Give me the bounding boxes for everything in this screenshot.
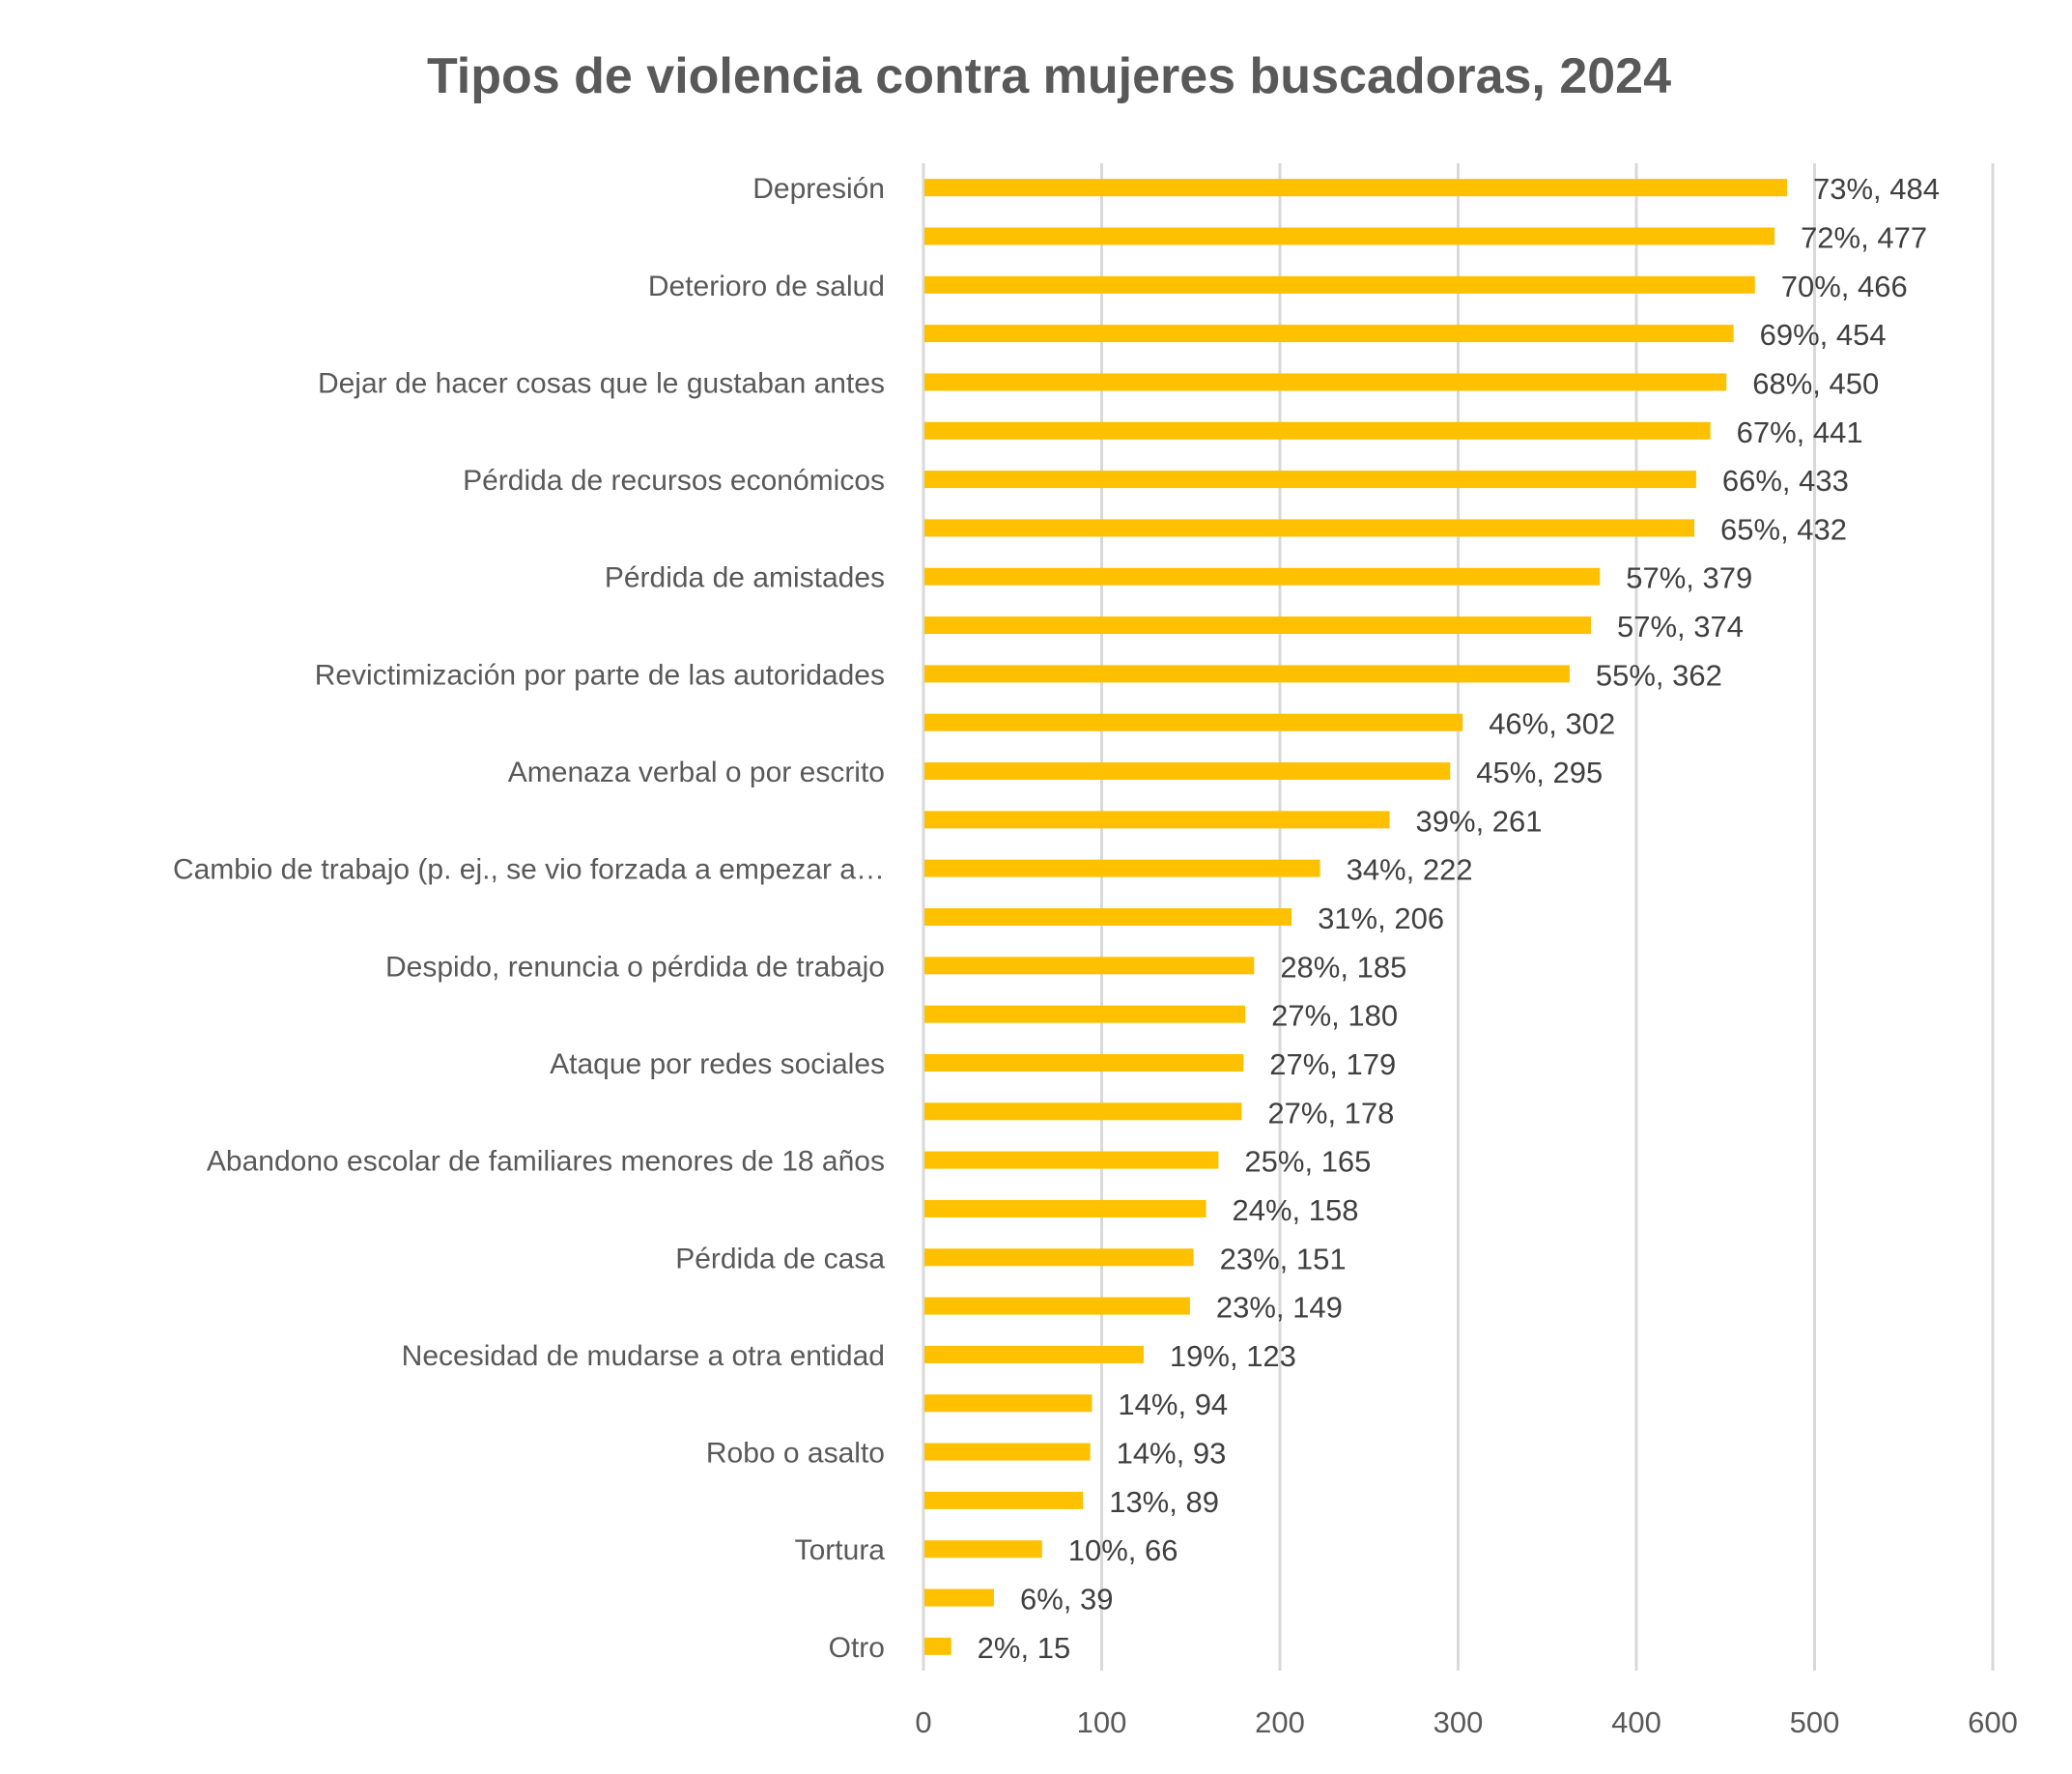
bar: [924, 908, 1292, 926]
bars: [924, 179, 1787, 1655]
x-axis-tick-labels: 0 100 200 300 400 500 600: [915, 1705, 2017, 1739]
category-label: Deterioro de salud: [648, 271, 885, 302]
data-label: 39%, 261: [1416, 804, 1543, 838]
bar: [924, 1248, 1194, 1267]
category-label: Tortura: [795, 1534, 886, 1566]
bar: [924, 1637, 951, 1655]
chart-title: Tipos de violencia contra mujeres buscad…: [427, 48, 1671, 104]
bar: [924, 1151, 1219, 1169]
bar: [924, 275, 1755, 294]
data-label: 27%, 178: [1267, 1096, 1394, 1130]
bar: [924, 616, 1592, 635]
bar: [924, 179, 1787, 197]
bar: [924, 471, 1696, 489]
category-label: Robo o asalto: [706, 1438, 885, 1470]
x-tick-label: 200: [1255, 1705, 1305, 1739]
bar: [924, 1199, 1206, 1217]
data-label: 2%, 15: [978, 1631, 1071, 1665]
bar: [924, 421, 1711, 440]
data-label: 27%, 179: [1269, 1047, 1396, 1081]
bar: [924, 1588, 994, 1607]
data-label: 67%, 441: [1737, 415, 1863, 449]
data-label: 65%, 432: [1720, 512, 1847, 546]
bar: [924, 325, 1734, 343]
bar: [924, 1053, 1244, 1072]
bar: [924, 373, 1727, 391]
bar: [924, 567, 1601, 586]
data-label: 23%, 151: [1220, 1242, 1347, 1275]
data-label: 28%, 185: [1280, 950, 1406, 984]
category-label: Pérdida de casa: [675, 1243, 885, 1274]
x-tick-label: 300: [1433, 1705, 1484, 1739]
data-label: 14%, 94: [1118, 1388, 1228, 1421]
data-label: 27%, 180: [1271, 999, 1398, 1033]
bar: [924, 713, 1463, 731]
category-label: Revictimización por parte de las autorid…: [315, 659, 885, 691]
data-label: 70%, 466: [1781, 270, 1908, 303]
bar: [924, 1297, 1190, 1315]
x-tick-label: 0: [915, 1705, 931, 1739]
data-label: 57%, 374: [1617, 610, 1744, 644]
bar: [924, 1345, 1144, 1363]
data-label: 46%, 302: [1489, 707, 1615, 741]
data-label: 25%, 165: [1244, 1145, 1371, 1179]
bar: [924, 859, 1320, 877]
data-label: 14%, 93: [1117, 1437, 1227, 1471]
category-label: Cambio de trabajo (p. ej., se vio forzad…: [173, 854, 885, 886]
data-label: 10%, 66: [1068, 1533, 1178, 1567]
category-label: Amenaza verbal o por escrito: [508, 757, 885, 788]
category-label: Ataque por redes sociales: [550, 1048, 885, 1080]
bar: [924, 1394, 1093, 1413]
data-label: 13%, 89: [1109, 1485, 1219, 1519]
bar: [924, 665, 1570, 683]
bar: [924, 1102, 1242, 1121]
bar: [924, 1491, 1084, 1509]
category-label: Otro: [829, 1632, 885, 1664]
data-label: 73%, 484: [1813, 172, 1940, 206]
bar: [924, 957, 1255, 975]
data-label: 66%, 433: [1722, 464, 1849, 498]
data-label: 72%, 477: [1801, 220, 1927, 254]
data-label: 55%, 362: [1596, 658, 1722, 692]
x-tick-label: 500: [1790, 1705, 1840, 1739]
bar: [924, 227, 1775, 245]
data-label: 68%, 450: [1752, 366, 1879, 400]
data-label: 6%, 39: [1020, 1583, 1114, 1617]
data-label: 31%, 206: [1318, 901, 1444, 935]
bar: [924, 762, 1451, 781]
category-label: Abandono escolar de familiares menores d…: [207, 1146, 885, 1178]
bar: [924, 1443, 1091, 1461]
category-label: Dejar de hacer cosas que le gustaban ant…: [318, 367, 885, 399]
data-label: 57%, 379: [1626, 561, 1752, 595]
bar: [924, 519, 1695, 537]
bar: [924, 811, 1390, 829]
data-label: 34%, 222: [1347, 853, 1473, 887]
x-tick-label: 600: [1968, 1705, 2018, 1739]
data-labels: 73%, 484 72%, 477 70%, 466 69%, 454 68%, 450…: [978, 172, 1940, 1665]
bar: [924, 1005, 1246, 1023]
category-label: Depresión: [752, 173, 885, 205]
data-label: 23%, 149: [1216, 1291, 1343, 1325]
x-tick-label: 400: [1611, 1705, 1661, 1739]
category-label: Necesidad de mudarse a otra entidad: [402, 1340, 885, 1372]
data-label: 69%, 454: [1760, 318, 1887, 352]
category-label: Pérdida de amistades: [605, 562, 885, 594]
data-label: 19%, 123: [1170, 1339, 1296, 1373]
category-label: Pérdida de recursos económicos: [463, 465, 885, 497]
data-label: 45%, 295: [1476, 756, 1603, 789]
category-label: Despido, renuncia o pérdida de trabajo: [385, 951, 885, 983]
category-labels: Depresión Deterioro de salud Dejar de hace…: [173, 173, 885, 1664]
x-tick-label: 100: [1077, 1705, 1127, 1739]
bar: [924, 1540, 1042, 1559]
data-label: 24%, 158: [1233, 1193, 1359, 1227]
